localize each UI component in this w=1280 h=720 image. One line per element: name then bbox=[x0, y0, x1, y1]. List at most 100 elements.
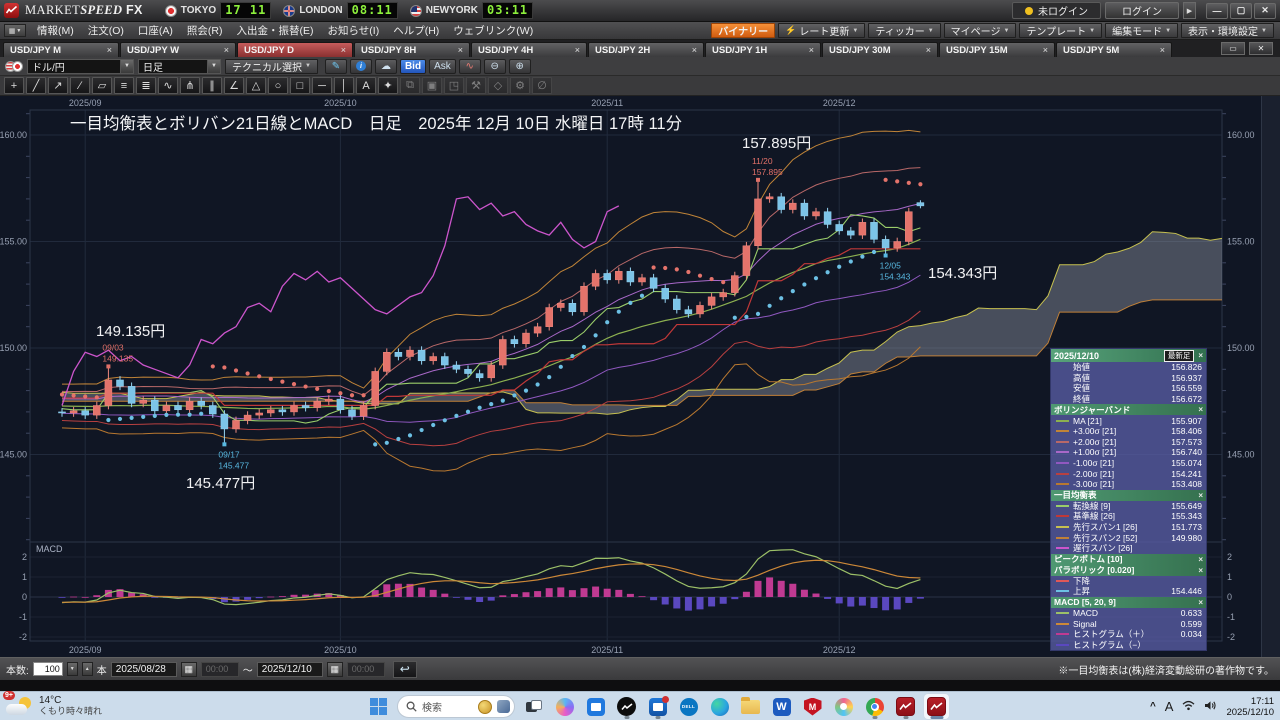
bid-toggle[interactable]: Bid bbox=[399, 58, 427, 74]
tab-close-icon[interactable]: × bbox=[574, 45, 580, 55]
binary-button[interactable]: バイナリー bbox=[711, 23, 776, 38]
tool-gann-fan[interactable]: ∠ bbox=[224, 77, 244, 94]
tray-clock[interactable]: 17:11 2025/12/10 bbox=[1226, 695, 1274, 718]
tool-delete-all[interactable]: ∅ bbox=[532, 77, 552, 94]
candle-style-button[interactable]: ∿ bbox=[458, 58, 481, 74]
tab-close-icon[interactable]: × bbox=[925, 45, 931, 55]
pair-select[interactable]: ドル/円 ▼ bbox=[27, 58, 134, 74]
date-to-input[interactable]: 2025/12/10 bbox=[256, 661, 323, 677]
chart-maximize-button[interactable]: ▭ bbox=[1221, 42, 1245, 55]
display-settings-button[interactable]: 表示・環境設定 ▼ bbox=[1181, 23, 1274, 38]
tool-edit[interactable]: ⚒ bbox=[466, 77, 486, 94]
pair-select-arrow-icon[interactable]: ▼ bbox=[120, 59, 133, 73]
tool-extended-line[interactable]: ∕ bbox=[70, 77, 90, 94]
search-highlight-icon[interactable] bbox=[497, 700, 510, 713]
taskbar-outlook[interactable] bbox=[645, 694, 670, 719]
date-from-calendar-button[interactable]: ▦ bbox=[180, 661, 197, 677]
tab-close-icon[interactable]: × bbox=[340, 45, 346, 55]
tab-close-icon[interactable]: × bbox=[808, 45, 814, 55]
tool-polygon[interactable]: △ bbox=[246, 77, 266, 94]
date-from-input[interactable]: 2025/08/28 bbox=[110, 661, 177, 677]
bar-count-decrement-button[interactable]: ▼ bbox=[66, 662, 78, 676]
tool-horizontal-line[interactable]: ─ bbox=[312, 77, 332, 94]
tool-arc[interactable]: ∿ bbox=[158, 77, 178, 94]
menu-item-5[interactable]: お知らせ(I) bbox=[327, 24, 380, 37]
menu-item-0[interactable]: 情報(M) bbox=[37, 24, 74, 37]
zoom-in-button[interactable]: ⊕ bbox=[508, 58, 531, 74]
taskbar-dell[interactable]: DELL bbox=[676, 694, 701, 719]
tool-copy[interactable]: ▣ bbox=[422, 77, 442, 94]
tool-clear[interactable]: ◇ bbox=[488, 77, 508, 94]
tool-text[interactable]: A bbox=[356, 77, 376, 94]
tool-trendline[interactable]: ╱ bbox=[26, 77, 46, 94]
login-button[interactable]: ログイン bbox=[1105, 2, 1179, 19]
tab-usd-jpy-2h[interactable]: USD/JPY 2H × bbox=[588, 42, 704, 57]
panel-section-close-icon[interactable]: × bbox=[1198, 565, 1203, 575]
tool-ray[interactable]: ↗ bbox=[48, 77, 68, 94]
tab-close-icon[interactable]: × bbox=[457, 45, 463, 55]
login-expand-button[interactable]: ▶ bbox=[1183, 2, 1196, 19]
ticker-button[interactable]: ティッカー ▼ bbox=[868, 23, 941, 38]
window-menu-icon[interactable]: ▦ ▼ bbox=[4, 24, 26, 37]
taskbar-search[interactable]: 検索 bbox=[397, 695, 515, 718]
rate-refresh-button[interactable]: ⚡ レート更新 ▼ bbox=[778, 23, 866, 38]
menu-item-7[interactable]: ウェブリンク(W) bbox=[453, 24, 534, 37]
tab-usd-jpy-1h[interactable]: USD/JPY 1H × bbox=[705, 42, 821, 57]
info-button[interactable]: i bbox=[349, 58, 372, 74]
tool-rectangle[interactable]: □ bbox=[290, 77, 310, 94]
technical-select-button[interactable]: テクニカル選択 ▼ bbox=[225, 58, 318, 74]
tool-pitchfork[interactable]: ⋔ bbox=[180, 77, 200, 94]
tab-usd-jpy-w[interactable]: USD/JPY W × bbox=[120, 42, 236, 57]
taskbar-task-view[interactable] bbox=[521, 694, 546, 719]
tab-usd-jpy-8h[interactable]: USD/JPY 8H × bbox=[354, 42, 470, 57]
tab-close-icon[interactable]: × bbox=[691, 45, 697, 55]
minimize-button[interactable]: — bbox=[1206, 2, 1228, 19]
tool-eraser[interactable]: ▱ bbox=[92, 77, 112, 94]
panel-section-close-icon[interactable]: × bbox=[1198, 597, 1203, 607]
tab-close-icon[interactable]: × bbox=[223, 45, 229, 55]
close-button[interactable]: ✕ bbox=[1254, 2, 1276, 19]
restore-button[interactable]: ▢ bbox=[1230, 2, 1252, 19]
tool-stamp[interactable]: ✦ bbox=[378, 77, 398, 94]
ask-toggle[interactable]: Ask bbox=[429, 58, 456, 74]
wifi-icon[interactable] bbox=[1182, 698, 1195, 716]
tab-usd-jpy-5m[interactable]: USD/JPY 5M × bbox=[1056, 42, 1172, 57]
tab-close-icon[interactable]: × bbox=[1042, 45, 1048, 55]
bar-count-increment-button[interactable]: ▲ bbox=[81, 662, 93, 676]
tool-select-group[interactable]: ⧉ bbox=[400, 77, 420, 94]
taskbar-paint[interactable] bbox=[831, 694, 856, 719]
tab-close-icon[interactable]: × bbox=[1159, 45, 1165, 55]
zoom-out-button[interactable]: ⊖ bbox=[483, 58, 506, 74]
chart-close-button[interactable]: ✕ bbox=[1249, 42, 1273, 55]
tool-crosshair[interactable]: + bbox=[4, 77, 24, 94]
draw-pencil-button[interactable]: ✎ bbox=[324, 58, 347, 74]
tool-vertical-line[interactable]: │ bbox=[334, 77, 354, 94]
taskbar-chrome[interactable] bbox=[862, 694, 887, 719]
latest-bar-badge[interactable]: 最新足 bbox=[1163, 349, 1195, 362]
volume-icon[interactable] bbox=[1204, 698, 1217, 716]
timeframe-select-arrow-icon[interactable]: ▼ bbox=[207, 59, 220, 73]
template-button[interactable]: テンプレート ▼ bbox=[1019, 23, 1103, 38]
menu-item-4[interactable]: 入出金・振替(E) bbox=[236, 24, 314, 37]
taskbar-marketspeed-black[interactable] bbox=[614, 694, 639, 719]
bar-count-input[interactable]: 100 bbox=[32, 662, 63, 676]
taskbar-edge[interactable] bbox=[707, 694, 732, 719]
tool-fibonacci[interactable]: ≣ bbox=[136, 77, 156, 94]
tray-hidden-icons-button[interactable]: ^ bbox=[1149, 701, 1156, 712]
panel-section-close-icon[interactable]: × bbox=[1198, 405, 1203, 415]
menu-item-6[interactable]: ヘルプ(H) bbox=[393, 24, 440, 37]
menu-item-2[interactable]: 口座(A) bbox=[137, 24, 173, 37]
taskbar-marketspeed-fx-active[interactable] bbox=[924, 694, 949, 719]
panel-section-close-icon[interactable]: × bbox=[1198, 490, 1203, 500]
tray-ime-indicator[interactable]: A bbox=[1164, 699, 1174, 714]
tab-usd-jpy-4h[interactable]: USD/JPY 4H × bbox=[471, 42, 587, 57]
reset-range-button[interactable]: ↩ bbox=[392, 660, 417, 678]
tool-settings[interactable]: ⚙ bbox=[510, 77, 530, 94]
tool-horizontal-lines[interactable]: ≡ bbox=[114, 77, 134, 94]
panel-close-icon[interactable]: × bbox=[1198, 351, 1203, 360]
taskbar-copilot[interactable] bbox=[552, 694, 577, 719]
taskbar-store[interactable] bbox=[583, 694, 608, 719]
tab-usd-jpy-15m[interactable]: USD/JPY 15M × bbox=[939, 42, 1055, 57]
tab-usd-jpy-30m[interactable]: USD/JPY 30M × bbox=[822, 42, 938, 57]
